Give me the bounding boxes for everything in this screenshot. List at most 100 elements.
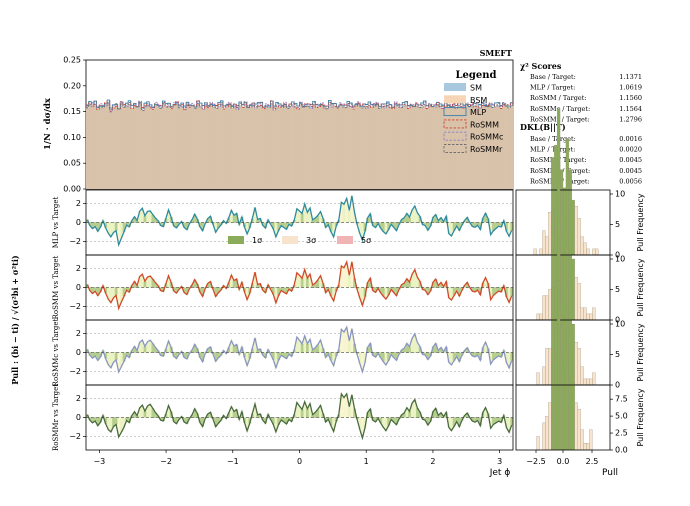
- main-bar: [138, 103, 142, 189]
- main-y-tick-label: 0.25: [63, 56, 81, 65]
- main-bar: [172, 105, 176, 189]
- pull-fill-bar: [287, 352, 291, 355]
- pull-fill-bar: [379, 352, 383, 358]
- pull-fill-bar: [303, 204, 307, 223]
- pull-histogram-rosmmr: 0.0 2.5 5.0 7.5 Pull Frequency: [515, 280, 645, 455]
- pull-fill-bar: [368, 343, 372, 353]
- pull-fill-bar: [127, 287, 131, 293]
- pull-fill-bar: [379, 222, 383, 229]
- main-bar: [246, 107, 250, 189]
- pull-fill-bar: [423, 222, 427, 226]
- pull-fill-bar: [473, 287, 477, 292]
- main-bar: [476, 107, 480, 189]
- pull-fill-bar: [277, 352, 281, 361]
- pull-fill-bar: [395, 222, 398, 231]
- pull-fill-bar: [230, 210, 233, 223]
- main-bar: [325, 108, 329, 189]
- legend-item-rosmmr: RoSMMr: [443, 144, 503, 154]
- main-bar: [281, 107, 284, 189]
- stat-label: MLP / Target:: [530, 146, 575, 154]
- main-bar: [317, 106, 321, 189]
- pull-fill-bar: [313, 347, 317, 353]
- pull-fill-bar: [148, 404, 152, 418]
- main-bar: [360, 107, 364, 189]
- pull-fill-bar: [106, 222, 110, 234]
- main-bar: [186, 104, 190, 189]
- pull-fill-bar: [329, 222, 333, 232]
- pull-fill-bar: [109, 287, 113, 303]
- main-y-tick-label: 0.00: [63, 185, 81, 194]
- pull-fill-bar: [117, 417, 121, 437]
- pull-fill-bar: [408, 217, 412, 223]
- pull-fill-bar: [308, 339, 312, 353]
- pull-fill-bar: [216, 417, 220, 424]
- pull-fill-bar: [400, 414, 404, 418]
- pull-fill-bar: [455, 287, 459, 292]
- pull-fill-bar: [182, 417, 186, 423]
- pull-fill-bar: [345, 327, 349, 353]
- pull-fill-bar: [303, 401, 307, 418]
- legend-item-rosmm: RoSMM: [443, 119, 499, 129]
- pull-fill-bar: [507, 222, 511, 237]
- main-bar: [383, 107, 387, 189]
- pull-fill-bar: [447, 287, 451, 298]
- main-bar: [389, 106, 393, 189]
- pull-fill-bar: [109, 352, 113, 368]
- pull-fill-bar: [274, 352, 278, 368]
- pull-fill-bar: [347, 210, 351, 223]
- pull-fill-bar: [329, 287, 333, 296]
- main-bar: [470, 106, 474, 189]
- main-bar: [399, 107, 403, 189]
- pull-fill-bar: [190, 219, 194, 223]
- pull-fill-bar: [505, 287, 508, 297]
- pull-fill-bar: [285, 287, 288, 294]
- main-y-tick-label: 0.20: [63, 81, 81, 90]
- main-bar: [117, 109, 121, 189]
- main-bar: [149, 107, 153, 189]
- pull-hist-bar: [559, 354, 564, 451]
- pull-fill-bar: [91, 222, 95, 229]
- pull-fill-bar: [109, 222, 113, 237]
- pull-fill-bar: [109, 417, 113, 432]
- pull-hist-bar: [571, 258, 575, 321]
- pull-fill-bar: [227, 217, 231, 223]
- main-bar: [404, 104, 408, 189]
- stat-value: 0.0016: [619, 135, 642, 143]
- pull-fill-bar: [353, 343, 357, 353]
- pull-fill-bar: [141, 208, 144, 223]
- pull-fill-bar: [151, 343, 155, 353]
- pull-fill-bar: [230, 340, 233, 353]
- pull-fill-bar: [277, 222, 281, 231]
- pull-fill-bar: [389, 352, 393, 355]
- main-bar: [381, 106, 385, 189]
- main-bar: [436, 104, 440, 189]
- pull-fill-bar: [363, 222, 367, 232]
- pull-fill-bar: [235, 213, 239, 223]
- pull-hist-bar: [574, 206, 578, 256]
- pull-fill-bar: [494, 352, 498, 358]
- pull-fill-bar: [112, 352, 116, 363]
- pull-fill-bar: [316, 344, 320, 353]
- pull-fill-bar: [400, 349, 404, 353]
- pull-fill-bar: [358, 352, 362, 364]
- pull-fill-bar: [253, 272, 257, 288]
- pull-fill-bar: [175, 222, 178, 228]
- main-bar: [457, 104, 461, 189]
- main-bar: [375, 104, 379, 189]
- pull-fill-bar: [117, 222, 121, 245]
- pull-fill-bar: [282, 287, 286, 293]
- sigma-legend: 1σ 3σ 5σ: [228, 236, 371, 245]
- pull-fill-bar: [253, 207, 257, 223]
- pull-hist-y-tick-label: 7.5: [615, 395, 628, 404]
- pull-y-tick-label: −2: [69, 432, 81, 441]
- pull-fill-bar: [146, 211, 150, 223]
- pull-fill-bar: [347, 340, 351, 353]
- pull-fill-bar: [112, 287, 116, 298]
- pull-fill-bar: [439, 217, 443, 223]
- pull-hist-bar: [551, 361, 555, 451]
- main-bar: [236, 109, 240, 189]
- main-bar: [120, 103, 124, 189]
- main-bar: [96, 109, 100, 189]
- main-bar: [354, 105, 358, 189]
- main-bar: [170, 108, 174, 189]
